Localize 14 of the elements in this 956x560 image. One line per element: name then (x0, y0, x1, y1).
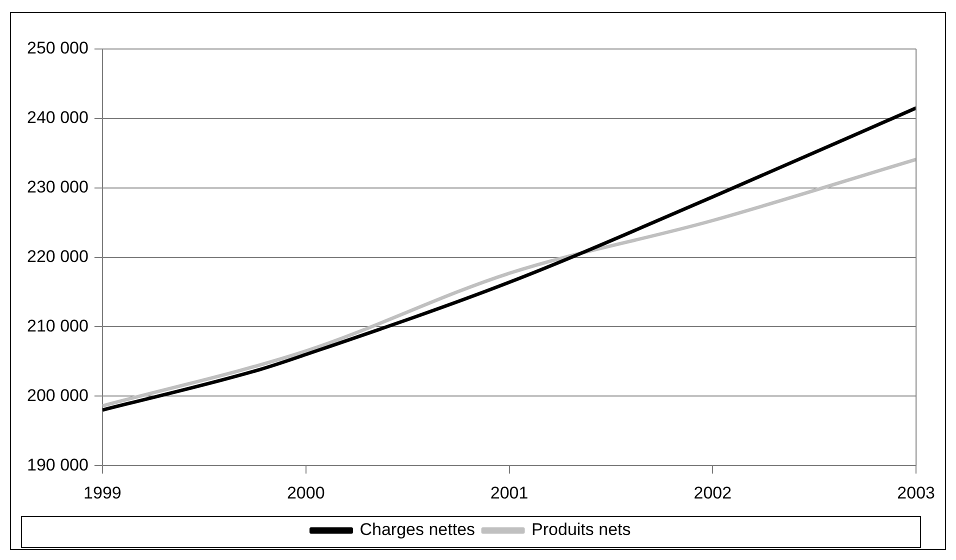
x-tick-label: 2000 (286, 483, 325, 502)
y-tick-label: 240 000 (27, 108, 88, 128)
y-tick-label: 210 000 (27, 316, 88, 336)
legend-label: Produits nets (532, 520, 631, 540)
y-tick-label: 200 000 (27, 386, 88, 405)
y-tick-label: 220 000 (27, 246, 88, 266)
legend-label: Charges nettes (360, 520, 476, 540)
x-tick-label: 2001 (490, 483, 528, 502)
x-tick-label: 1999 (84, 483, 122, 502)
y-tick-label: 190 000 (27, 455, 88, 474)
x-tick-label: 2002 (694, 483, 732, 502)
y-tick-label: 230 000 (27, 178, 88, 197)
x-tick-label: 2003 (897, 483, 936, 502)
y-tick-label: 250 000 (27, 38, 88, 58)
